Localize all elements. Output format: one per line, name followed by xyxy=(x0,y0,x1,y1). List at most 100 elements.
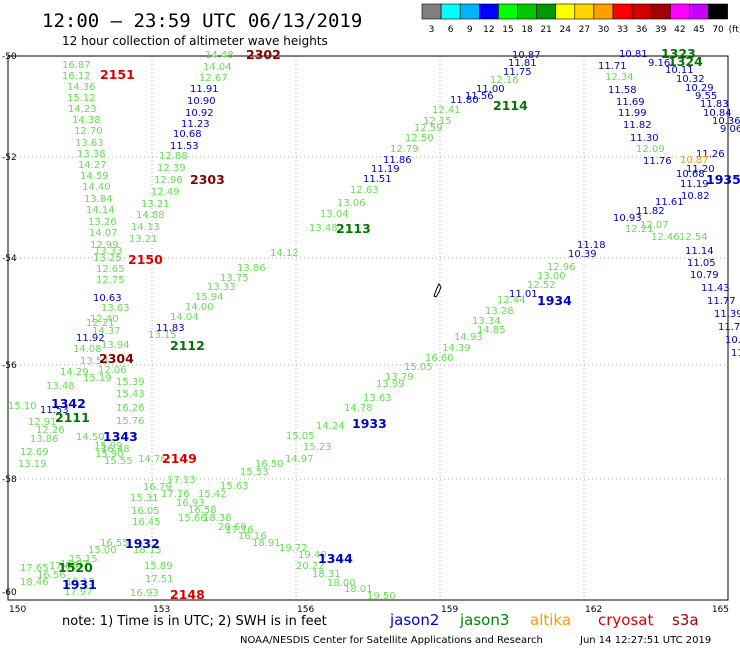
swh-value-label: 10. xyxy=(725,335,740,346)
swh-value-label: 13.79 xyxy=(385,372,414,383)
swh-value-label: 10.84 xyxy=(703,108,732,119)
pass-time-label: 2112 xyxy=(170,338,205,353)
swh-value-label: 12.96 xyxy=(154,175,183,186)
scale-label: 15 xyxy=(502,25,513,35)
scale-swatch xyxy=(574,3,595,20)
swh-value-label: 15.90 xyxy=(95,449,124,460)
swh-value-label: 11.77 xyxy=(707,296,736,307)
pass-time-label: 2304 xyxy=(99,351,134,366)
pass-time-label: 2303 xyxy=(190,172,225,187)
scale-label: 12 xyxy=(483,25,494,35)
scale-label: 39 xyxy=(655,25,667,35)
swh-value-label: 11.53 xyxy=(170,141,199,152)
y-tick-label: -54 xyxy=(2,254,17,264)
island-outline xyxy=(433,283,442,298)
scale-swatch xyxy=(478,3,499,20)
x-tick-label: 165 xyxy=(712,605,729,615)
swh-value-label: 13.52 xyxy=(80,356,109,367)
swh-value-label: 16.26 xyxy=(116,403,145,414)
swh-value-label: 16.56 xyxy=(37,570,66,581)
scale-swatch xyxy=(612,3,633,20)
map-title: 12:00 – 23:59 UTC 06/13/2019 xyxy=(42,10,362,32)
swh-value-label: 17.13 xyxy=(167,475,196,486)
scale-label: 42 xyxy=(674,25,685,35)
swh-value-label: 11.20 xyxy=(686,164,715,175)
y-tick-label: -58 xyxy=(2,475,17,485)
swh-value-label: 19.50 xyxy=(367,591,396,602)
swh-value-label: 12.49 xyxy=(151,187,180,198)
swh-value-label: 13.38 xyxy=(77,149,106,160)
swh-value-label: 12.34 xyxy=(605,72,634,83)
swh-value-label: 11.58 xyxy=(608,85,637,96)
swh-value-label: 14.00 xyxy=(185,302,214,313)
scale-swatch xyxy=(421,3,442,20)
swh-value-label: 17.16 xyxy=(161,489,190,500)
swh-value-label: 18.38 xyxy=(203,513,232,524)
swh-value-label: 13.06 xyxy=(337,198,366,209)
swh-value-label: 10.82 xyxy=(681,191,710,202)
pass-time-label: 2113 xyxy=(336,221,371,236)
map-frame xyxy=(7,55,729,601)
scale-swatch xyxy=(708,3,728,20)
swh-value-label: 14.48 xyxy=(205,50,234,61)
scale-unit: (ft) xyxy=(729,25,740,35)
swh-value-label: 11 xyxy=(731,348,740,359)
swh-value-label: 12.16 xyxy=(490,75,519,86)
swh-value-label: 15.00 xyxy=(88,545,117,556)
swh-value-label: 12.40 xyxy=(90,314,119,325)
swh-value-label: 17.66 xyxy=(49,561,78,572)
swh-value-label: 12.54 xyxy=(679,232,708,243)
swh-value-label: 12.06 xyxy=(98,365,127,376)
swh-value-label: 13.99 xyxy=(376,379,405,390)
swh-value-label: 12.70 xyxy=(74,126,103,137)
swh-value-label: 10.11 xyxy=(665,65,694,76)
pass-time-label: 1323 xyxy=(661,46,696,61)
swh-value-label: 15.39 xyxy=(116,377,145,388)
swh-value-label: 17.97 xyxy=(64,587,93,598)
swh-value-label: 15.05 xyxy=(286,431,315,442)
swh-value-label: 11.81 xyxy=(508,58,537,69)
scale-swatch xyxy=(440,3,461,20)
swh-value-label: 16.60 xyxy=(425,353,454,364)
pass-time-label: 1324 xyxy=(668,54,703,69)
pass-time-label: 1520 xyxy=(58,560,93,575)
swh-value-label: 14.24 xyxy=(316,421,345,432)
swh-value-label: 14.14 xyxy=(86,205,115,216)
pass-time-label: 1342 xyxy=(51,396,86,411)
swh-value-label: 13.00 xyxy=(537,271,566,282)
swh-value-label: 11.99 xyxy=(618,108,647,119)
swh-value-label: 18.00 xyxy=(327,578,356,589)
pass-time-label: 1934 xyxy=(537,293,572,308)
swh-value-label: 13.63 xyxy=(363,393,392,404)
swh-value-label: 12.65 xyxy=(96,264,125,275)
swh-value-label: 16.48 xyxy=(101,444,130,455)
swh-value-label: 11.82 xyxy=(636,206,665,217)
swh-value-label: 15.31 xyxy=(130,493,159,504)
swh-value-label: 9.55 xyxy=(695,91,717,102)
swh-value-label: 13.75 xyxy=(220,273,249,284)
swh-value-label: 18.31 xyxy=(312,569,341,580)
scale-swatch xyxy=(498,3,518,20)
pass-time-label: 2150 xyxy=(128,252,163,267)
swh-value-label: 12.63 xyxy=(350,185,379,196)
swh-value-label: 11.23 xyxy=(181,119,210,130)
scale-label: 6 xyxy=(448,25,454,35)
pass-time-label: 2111 xyxy=(55,410,90,425)
swh-value-label: 16.50 xyxy=(255,459,284,470)
swh-value-label: 12.41 xyxy=(432,105,461,116)
swh-value-label: 10.36 xyxy=(712,116,740,127)
swh-value-label: 14.37 xyxy=(92,326,121,337)
swh-value-label: 14.13 xyxy=(131,222,160,233)
swh-value-label: 13.26 xyxy=(88,217,117,228)
swh-value-label: 10.68 xyxy=(676,169,705,180)
swh-value-label: 14.93 xyxy=(454,332,483,343)
pass-time-label: 2148 xyxy=(170,587,205,602)
swh-value-label: 10.81 xyxy=(619,49,648,60)
swh-value-label: 19.40 xyxy=(298,550,327,561)
scale-label: 18 xyxy=(521,25,533,35)
swh-value-label: 14.39 xyxy=(442,343,471,354)
swh-value-label: 12.26 xyxy=(36,425,65,436)
swh-value-label: 13.63 xyxy=(75,138,104,149)
